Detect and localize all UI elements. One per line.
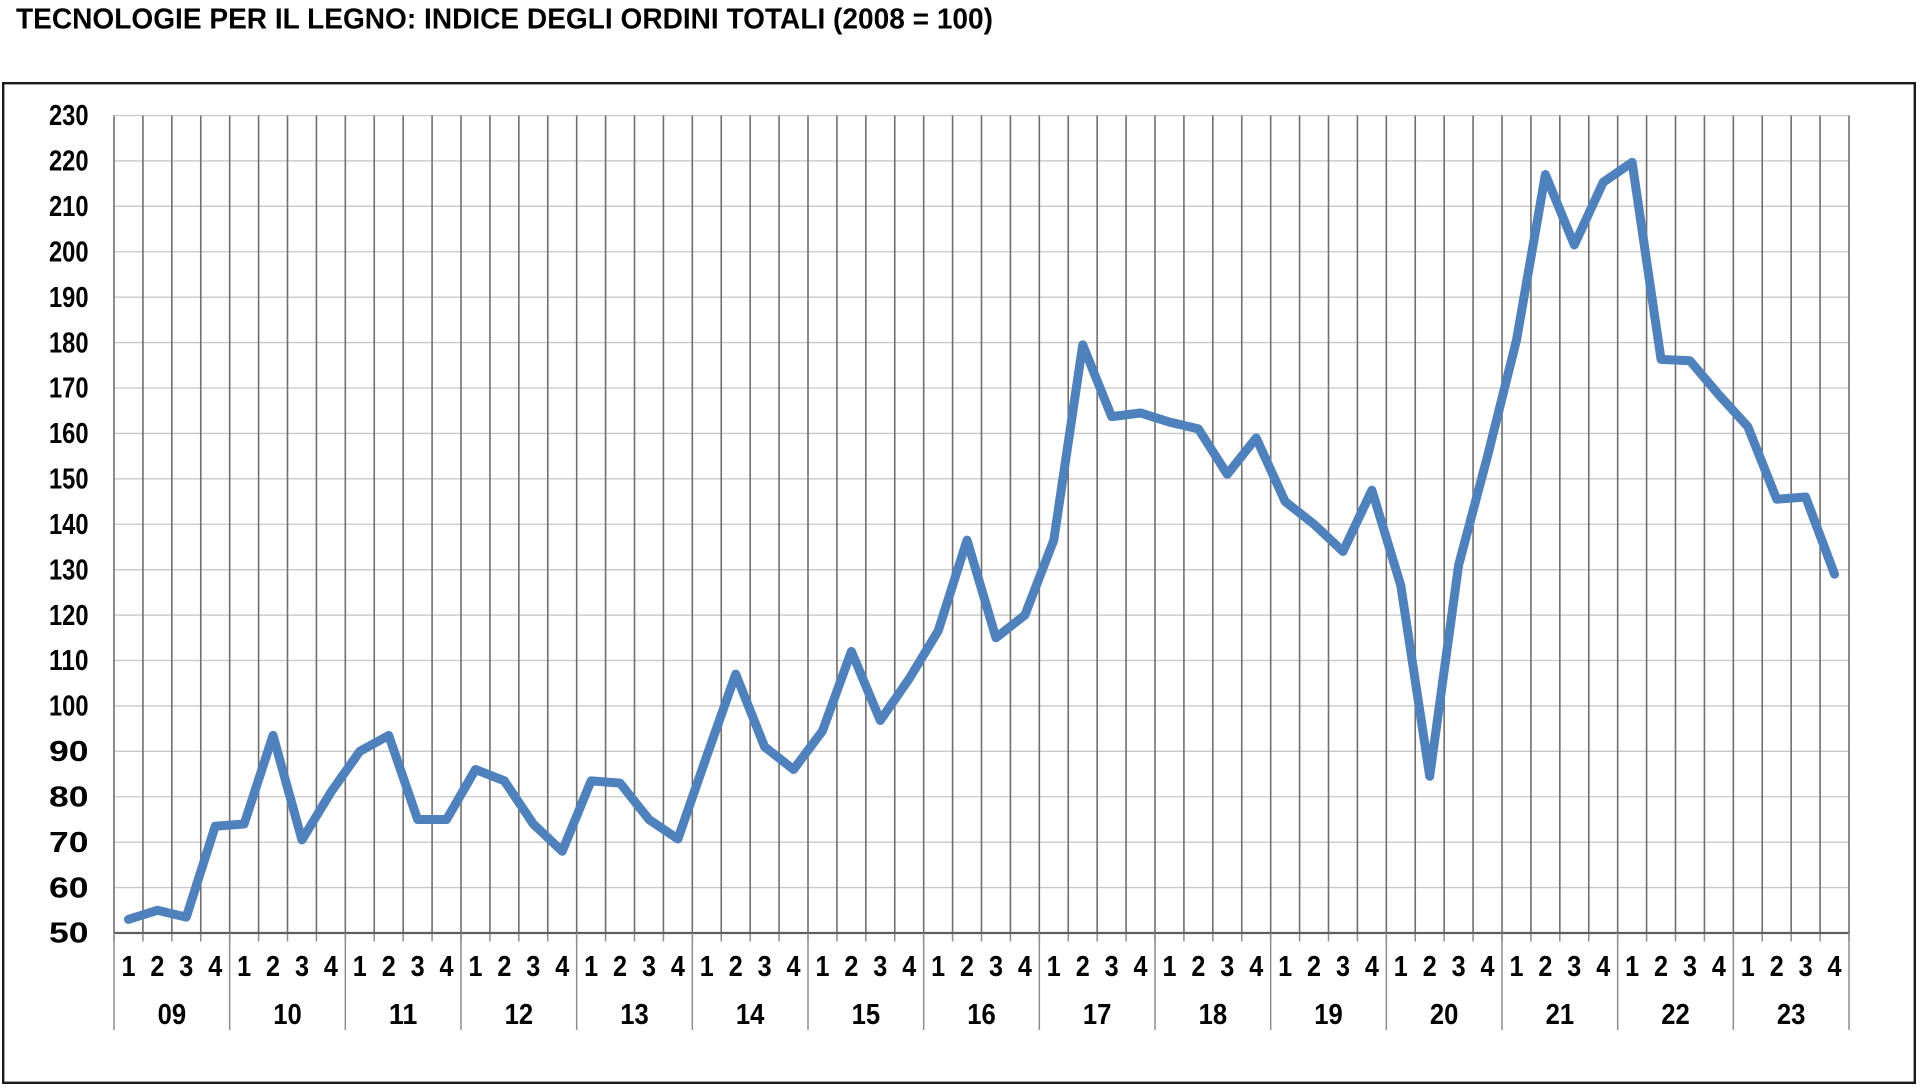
- svg-text:1: 1: [1741, 951, 1755, 983]
- svg-text:3: 3: [526, 951, 540, 983]
- svg-text:21: 21: [1546, 999, 1575, 1031]
- svg-text:09: 09: [158, 999, 187, 1031]
- svg-text:4: 4: [555, 951, 569, 983]
- svg-text:22: 22: [1661, 999, 1690, 1031]
- svg-text:1: 1: [353, 951, 367, 983]
- svg-text:4: 4: [1249, 951, 1263, 983]
- svg-text:15: 15: [852, 999, 881, 1031]
- svg-text:200: 200: [49, 236, 89, 268]
- svg-text:1: 1: [1509, 951, 1523, 983]
- svg-text:100: 100: [49, 691, 89, 723]
- svg-text:23: 23: [1777, 999, 1806, 1031]
- svg-text:1: 1: [468, 951, 482, 983]
- svg-text:3: 3: [758, 951, 772, 983]
- svg-text:1: 1: [1625, 951, 1639, 983]
- svg-text:19: 19: [1314, 999, 1343, 1031]
- svg-text:4: 4: [440, 951, 454, 983]
- svg-text:2: 2: [1423, 951, 1437, 983]
- svg-text:4: 4: [208, 951, 222, 983]
- svg-text:4: 4: [1018, 951, 1032, 983]
- svg-text:2: 2: [844, 951, 858, 983]
- svg-text:230: 230: [49, 100, 89, 132]
- svg-text:4: 4: [787, 951, 801, 983]
- svg-text:TECNOLOGIE PER IL LEGNO: INDIC: TECNOLOGIE PER IL LEGNO: INDICE DEGLI OR…: [16, 3, 993, 35]
- svg-text:12: 12: [505, 999, 534, 1031]
- svg-text:3: 3: [642, 951, 656, 983]
- svg-text:1: 1: [1278, 951, 1292, 983]
- svg-text:4: 4: [671, 951, 685, 983]
- svg-text:3: 3: [179, 951, 193, 983]
- svg-text:1: 1: [1394, 951, 1408, 983]
- svg-text:110: 110: [49, 645, 89, 677]
- svg-text:11: 11: [389, 999, 418, 1031]
- svg-text:4: 4: [1828, 951, 1842, 983]
- svg-text:1: 1: [237, 951, 251, 983]
- svg-text:3: 3: [1683, 951, 1697, 983]
- svg-text:2: 2: [497, 951, 511, 983]
- svg-text:90: 90: [49, 736, 89, 768]
- svg-text:4: 4: [902, 951, 916, 983]
- svg-text:4: 4: [1134, 951, 1148, 983]
- svg-text:3: 3: [295, 951, 309, 983]
- svg-text:140: 140: [49, 509, 89, 541]
- svg-text:3: 3: [1452, 951, 1466, 983]
- svg-text:1: 1: [1047, 951, 1061, 983]
- svg-text:3: 3: [1105, 951, 1119, 983]
- svg-text:2: 2: [1654, 951, 1668, 983]
- svg-text:3: 3: [411, 951, 425, 983]
- svg-text:2: 2: [382, 951, 396, 983]
- svg-text:3: 3: [1799, 951, 1813, 983]
- svg-text:170: 170: [49, 373, 89, 405]
- svg-text:2: 2: [1191, 951, 1205, 983]
- svg-text:10: 10: [273, 999, 302, 1031]
- svg-text:2: 2: [729, 951, 743, 983]
- svg-text:1: 1: [121, 951, 135, 983]
- svg-text:3: 3: [1567, 951, 1581, 983]
- svg-text:2: 2: [1538, 951, 1552, 983]
- svg-text:17: 17: [1083, 999, 1112, 1031]
- svg-text:18: 18: [1199, 999, 1228, 1031]
- svg-text:1: 1: [815, 951, 829, 983]
- svg-text:1: 1: [931, 951, 945, 983]
- svg-text:13: 13: [620, 999, 649, 1031]
- svg-text:80: 80: [49, 781, 89, 813]
- svg-text:16: 16: [967, 999, 996, 1031]
- svg-text:3: 3: [1336, 951, 1350, 983]
- svg-text:2: 2: [1076, 951, 1090, 983]
- svg-text:50: 50: [49, 918, 89, 950]
- svg-text:60: 60: [49, 872, 89, 904]
- svg-text:160: 160: [49, 418, 89, 450]
- svg-text:190: 190: [49, 282, 89, 314]
- svg-text:4: 4: [1712, 951, 1726, 983]
- svg-text:3: 3: [989, 951, 1003, 983]
- svg-text:130: 130: [49, 554, 89, 586]
- svg-text:70: 70: [49, 827, 89, 859]
- svg-text:150: 150: [49, 464, 89, 496]
- svg-text:210: 210: [49, 191, 89, 223]
- svg-text:220: 220: [49, 146, 89, 178]
- svg-text:2: 2: [960, 951, 974, 983]
- svg-text:4: 4: [1596, 951, 1610, 983]
- svg-text:3: 3: [873, 951, 887, 983]
- svg-text:2: 2: [1307, 951, 1321, 983]
- svg-text:20: 20: [1430, 999, 1459, 1031]
- svg-text:1: 1: [1162, 951, 1176, 983]
- svg-text:3: 3: [1220, 951, 1234, 983]
- svg-text:14: 14: [736, 999, 765, 1031]
- svg-text:2: 2: [1770, 951, 1784, 983]
- svg-text:4: 4: [324, 951, 338, 983]
- svg-text:2: 2: [613, 951, 627, 983]
- svg-text:120: 120: [49, 600, 89, 632]
- svg-text:1: 1: [584, 951, 598, 983]
- svg-text:2: 2: [266, 951, 280, 983]
- svg-text:1: 1: [700, 951, 714, 983]
- svg-text:4: 4: [1481, 951, 1495, 983]
- svg-text:2: 2: [150, 951, 164, 983]
- svg-text:4: 4: [1365, 951, 1379, 983]
- svg-text:180: 180: [49, 327, 89, 359]
